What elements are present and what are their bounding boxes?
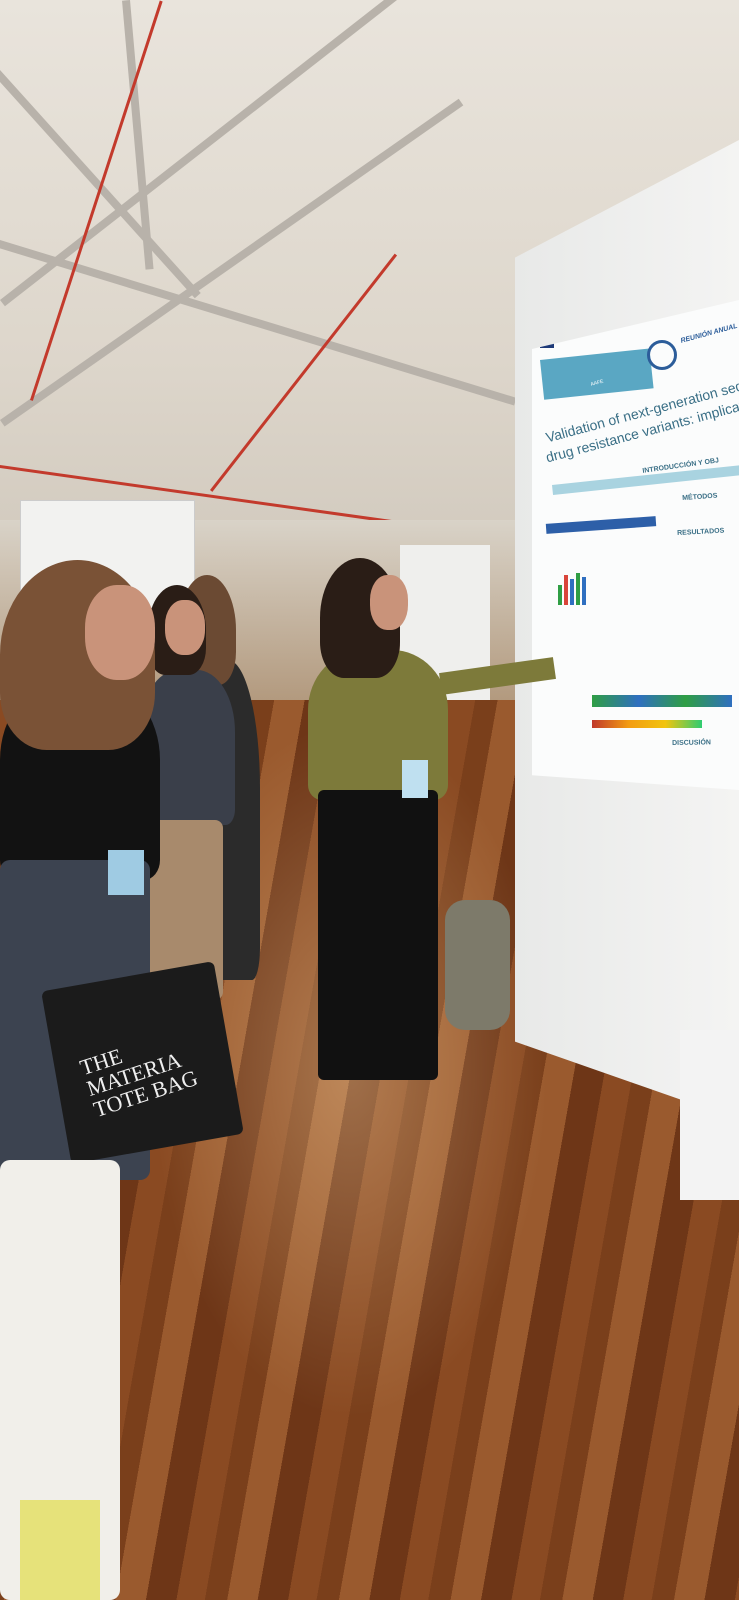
presenter-face (370, 575, 408, 630)
scientific-poster: 23 REUNIÓN ANUAL BIOCIENCIAS AAFE Valida… (532, 300, 739, 790)
yellow-object (20, 1500, 100, 1600)
section-results: RESULTADOS (677, 527, 725, 537)
section-discussion: DISCUSIÓN (672, 739, 712, 747)
section-methods: MÉTODOS (682, 492, 718, 502)
methods-flowchart (545, 516, 657, 534)
paper-bag (680, 1030, 739, 1200)
event-logo-text: REUNIÓN ANUAL BIOCIENCIAS (680, 311, 739, 345)
chart-bar (576, 573, 580, 605)
logo-band (540, 348, 654, 400)
chart-bar (582, 577, 586, 605)
name-badge (108, 850, 144, 895)
chart-bar (558, 585, 562, 605)
backpack (445, 900, 510, 1030)
attendee-face (85, 585, 155, 680)
chart-bar (564, 575, 568, 605)
red-pipe (210, 253, 398, 492)
name-badge (402, 760, 428, 798)
event-logo-icon (647, 340, 677, 370)
chart-bar (570, 579, 574, 605)
color-scale (592, 720, 702, 728)
results-bar-chart (558, 570, 598, 605)
presenter-trousers (318, 790, 438, 1080)
attendee-face (165, 600, 205, 655)
results-bar-chart-2 (592, 695, 732, 707)
ceiling-truss (0, 240, 517, 406)
